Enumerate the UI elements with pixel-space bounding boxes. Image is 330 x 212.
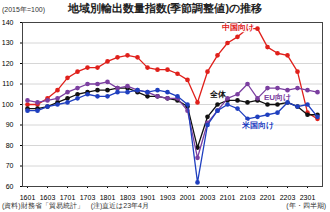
svg-text:1701: 1701 xyxy=(60,194,76,200)
svg-text:1603: 1603 xyxy=(40,194,56,200)
svg-text:1601: 1601 xyxy=(20,194,36,200)
html-text:(年・四半期): (年・四半期) xyxy=(286,202,326,209)
svg-text:140: 140 xyxy=(2,19,14,26)
svg-text:80: 80 xyxy=(6,142,14,149)
svg-text:米国向け: 米国向け xyxy=(241,121,274,130)
svg-text:1901: 1901 xyxy=(140,194,156,200)
svg-text:2301: 2301 xyxy=(300,194,316,200)
svg-text:70: 70 xyxy=(6,162,14,169)
svg-text:2203: 2203 xyxy=(280,194,296,200)
svg-text:1903: 1903 xyxy=(160,194,176,200)
svg-text:2001: 2001 xyxy=(180,194,196,200)
svg-text:90: 90 xyxy=(6,121,14,128)
svg-text:100: 100 xyxy=(2,101,14,108)
svg-text:2201: 2201 xyxy=(260,194,276,200)
html-text:(2015年=100): (2015年=100) xyxy=(2,6,45,13)
svg-text:2103: 2103 xyxy=(240,194,256,200)
svg-text:1801: 1801 xyxy=(100,194,116,200)
svg-text:2101: 2101 xyxy=(220,194,236,200)
svg-text:2003: 2003 xyxy=(200,194,216,200)
svg-text:130: 130 xyxy=(2,39,14,46)
svg-text:110: 110 xyxy=(2,80,13,87)
svg-text:120: 120 xyxy=(2,60,14,67)
svg-text:60: 60 xyxy=(6,183,14,190)
svg-text:1703: 1703 xyxy=(80,194,96,200)
html-text:地域別輸出数量指数(季節調整値)の推移: 地域別輸出数量指数(季節調整値)の推移 xyxy=(67,2,263,14)
svg-text:全体: 全体 xyxy=(209,90,227,99)
html-text:(資料)財務省「貿易統計」 (注)直近は23年4月: (資料)財務省「貿易統計」 (注)直近は23年4月 xyxy=(2,202,149,209)
svg-text:EU向け: EU向け xyxy=(263,92,292,102)
svg-text:1803: 1803 xyxy=(120,194,136,200)
svg-text:中国向け: 中国向け xyxy=(222,23,254,32)
